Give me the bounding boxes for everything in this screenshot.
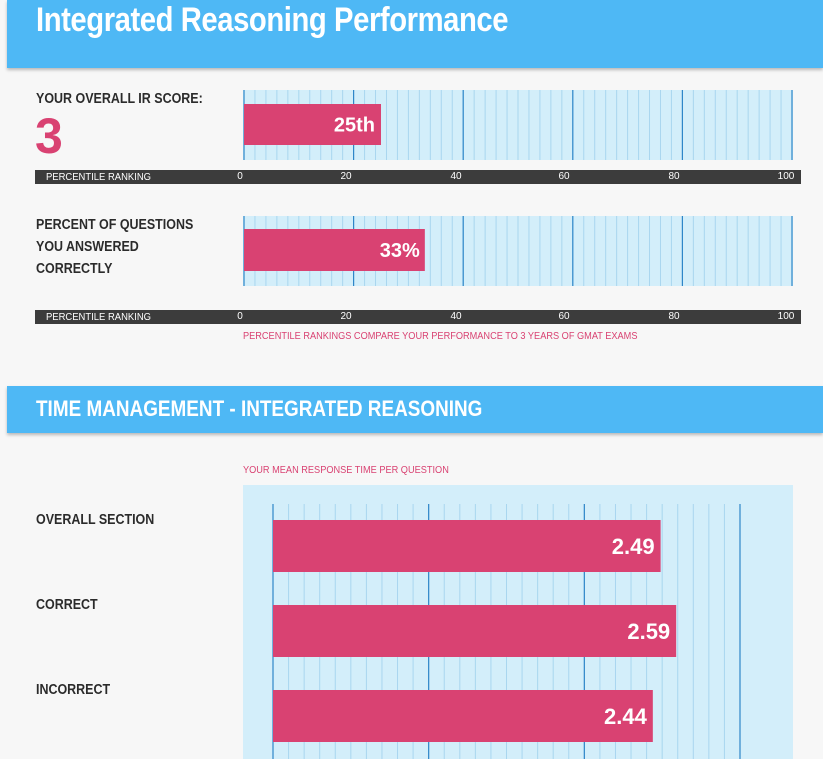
- bar: [273, 690, 653, 742]
- time-chart-title: YOUR MEAN RESPONSE TIME PER QUESTION: [243, 465, 449, 476]
- bar-value-label: 2.44: [604, 704, 648, 729]
- category-label-incorrect: INCORRECT: [36, 682, 111, 698]
- axis-tick: 100: [777, 171, 795, 182]
- bar: [273, 520, 661, 572]
- category-label-correct: CORRECT: [36, 597, 98, 613]
- axis-tick: 100: [777, 311, 795, 322]
- percent-correct-chart: 33%: [243, 216, 793, 286]
- chart-svg: 25th: [243, 90, 793, 160]
- bar-value-label: 2.49: [612, 534, 655, 559]
- percent-correct-label-line-3: CORRECTLY: [36, 261, 113, 277]
- chart-svg: 2.49 2.59 2.44: [243, 485, 793, 759]
- bar-value-label: 33%: [380, 240, 420, 262]
- percentile-chart: 25th: [243, 90, 793, 160]
- section-title: TIME MANAGEMENT - INTEGRATED REASONING: [36, 396, 483, 421]
- percentile-note: PERCENTILE RANKINGS COMPARE YOUR PERFORM…: [243, 331, 638, 342]
- bar: [244, 104, 381, 145]
- axis-tick: 80: [668, 311, 680, 322]
- axis-tick: 60: [558, 171, 570, 182]
- axis-tick: 0: [237, 171, 243, 182]
- overall-score-label: YOUR OVERALL IR SCORE:: [36, 91, 203, 107]
- axis-name: PERCENTILE RANKING: [46, 171, 152, 183]
- time-management-banner: TIME MANAGEMENT - INTEGRATED REASONING: [7, 386, 823, 433]
- percent-correct-label-line-1: PERCENT OF QUESTIONS: [36, 217, 194, 233]
- overall-score-value: 3: [35, 108, 63, 164]
- category-label-overall: OVERALL SECTION: [36, 512, 155, 528]
- bar: [244, 229, 425, 271]
- bar-value-label: 2.59: [627, 619, 670, 644]
- bar: [273, 605, 677, 657]
- performance-banner: Integrated Reasoning Performance: [7, 0, 823, 68]
- percentile-axis-bar: PERCENTILE RANKING 0 20 40 60 80 100: [35, 310, 801, 324]
- response-time-chart: 2.49 2.59 2.44: [243, 485, 793, 759]
- axis-tick: 0: [237, 311, 243, 322]
- page-title: Integrated Reasoning Performance: [36, 1, 509, 39]
- axis-tick: 20: [340, 311, 352, 322]
- axis-tick: 40: [450, 171, 462, 182]
- axis-tick: 60: [558, 311, 570, 322]
- axis-name: PERCENTILE RANKING: [46, 311, 152, 323]
- chart-svg: 33%: [243, 216, 793, 286]
- axis-tick: 40: [450, 311, 462, 322]
- axis-tick: 20: [340, 171, 352, 182]
- percent-correct-label-line-2: YOU ANSWERED: [36, 239, 139, 255]
- axis-tick: 80: [668, 171, 680, 182]
- percentile-axis-bar: PERCENTILE RANKING 0 20 40 60 80 100: [35, 170, 801, 184]
- bar-value-label: 25th: [334, 115, 375, 137]
